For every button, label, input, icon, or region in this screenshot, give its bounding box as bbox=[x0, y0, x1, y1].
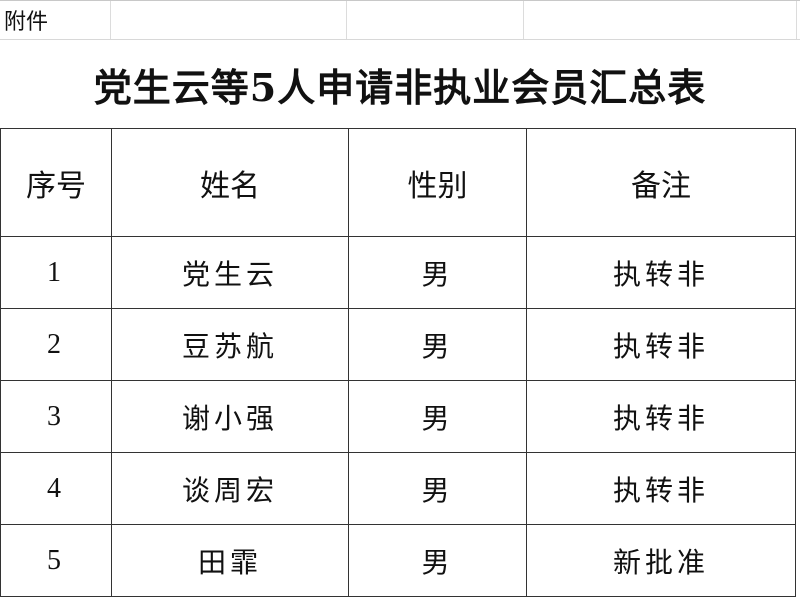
cell-no: 4 bbox=[0, 452, 112, 525]
cell-gender: 男 bbox=[348, 236, 527, 309]
table-row: 2 豆苏航 男 执转非 bbox=[0, 308, 796, 381]
gridline bbox=[110, 1, 111, 39]
table-row: 4 谈周宏 男 执转非 bbox=[0, 452, 796, 525]
cell-no: 5 bbox=[0, 524, 112, 597]
cell-name: 谈周宏 bbox=[111, 452, 349, 525]
table-row: 1 党生云 男 执转非 bbox=[0, 236, 796, 309]
attachment-row bbox=[0, 0, 800, 40]
cell-note: 执转非 bbox=[526, 452, 796, 525]
cell-note: 执转非 bbox=[526, 380, 796, 453]
table-row: 5 田霏 男 新批准 bbox=[0, 524, 796, 597]
cell-gender: 男 bbox=[348, 452, 527, 525]
cell-name: 谢小强 bbox=[111, 380, 349, 453]
cell-note: 新批准 bbox=[526, 524, 796, 597]
cell-name: 豆苏航 bbox=[111, 308, 349, 381]
cell-gender: 男 bbox=[348, 308, 527, 381]
cell-no: 3 bbox=[0, 380, 112, 453]
attachment-label: 附件 bbox=[4, 10, 49, 35]
cell-gender: 男 bbox=[348, 524, 527, 597]
table-row: 3 谢小强 男 执转非 bbox=[0, 380, 796, 453]
gridline bbox=[796, 1, 797, 39]
page-title: 党生云等5人申请非执业会员汇总表 bbox=[93, 64, 707, 110]
cell-no: 2 bbox=[0, 308, 112, 381]
cell-name: 田霏 bbox=[111, 524, 349, 597]
header-name: 姓名 bbox=[111, 128, 349, 237]
cell-note: 执转非 bbox=[526, 236, 796, 309]
gridline bbox=[523, 1, 524, 39]
header-no: 序号 bbox=[0, 128, 112, 237]
header-gender: 性别 bbox=[348, 128, 527, 237]
gridline bbox=[346, 1, 347, 39]
member-summary-table: 序号 姓名 性别 备注 1 党生云 男 执转非 2 豆苏航 男 执转非 3 谢小… bbox=[0, 128, 796, 597]
cell-name: 党生云 bbox=[111, 236, 349, 309]
cell-note: 执转非 bbox=[526, 308, 796, 381]
table-header-row: 序号 姓名 性别 备注 bbox=[0, 128, 796, 237]
cell-no: 1 bbox=[0, 236, 112, 309]
header-note: 备注 bbox=[526, 128, 796, 237]
cell-gender: 男 bbox=[348, 380, 527, 453]
